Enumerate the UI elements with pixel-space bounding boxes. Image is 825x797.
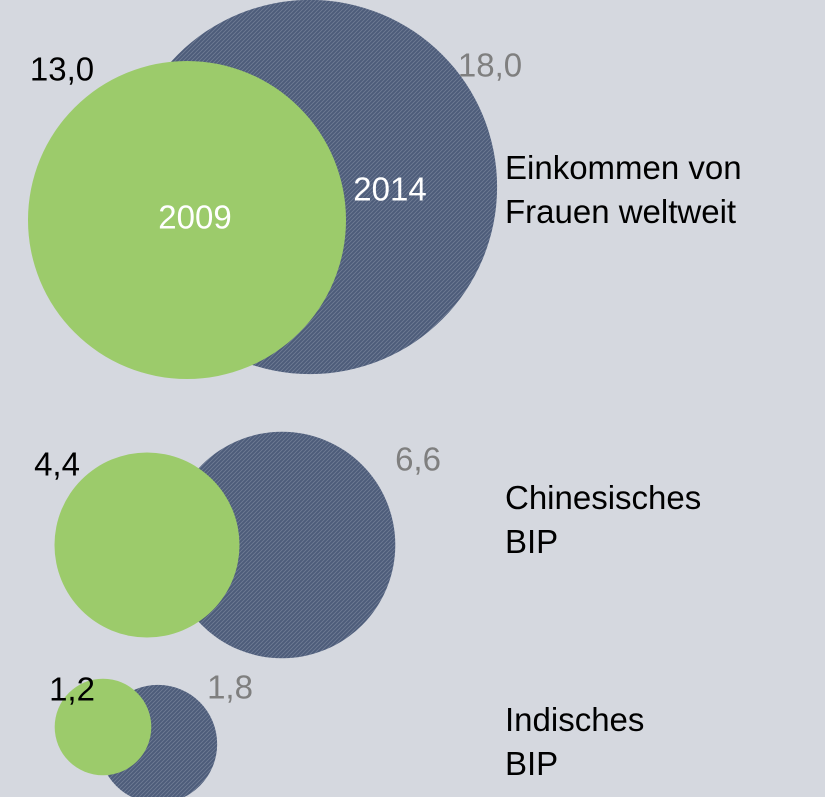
value-label: 18,0 xyxy=(458,47,522,84)
value-label: 1,2 xyxy=(49,671,95,708)
category-label: Indisches BIP xyxy=(505,701,644,782)
series-name: 2009 xyxy=(158,199,231,236)
bubble-2009 xyxy=(54,452,240,638)
value-label: 1,8 xyxy=(207,669,253,706)
bubble-2014 xyxy=(168,431,396,659)
value-label: 13,0 xyxy=(30,51,94,88)
bubble-2009 xyxy=(27,60,347,380)
value-label: 6,6 xyxy=(395,441,441,478)
series-name: 2014 xyxy=(353,171,426,208)
value-label: 4,4 xyxy=(34,446,80,483)
category-label: Chinesisches BIP xyxy=(505,479,701,560)
bubble-2009 xyxy=(54,678,152,776)
category-label: Einkommen von Frauen weltweit xyxy=(505,149,742,230)
